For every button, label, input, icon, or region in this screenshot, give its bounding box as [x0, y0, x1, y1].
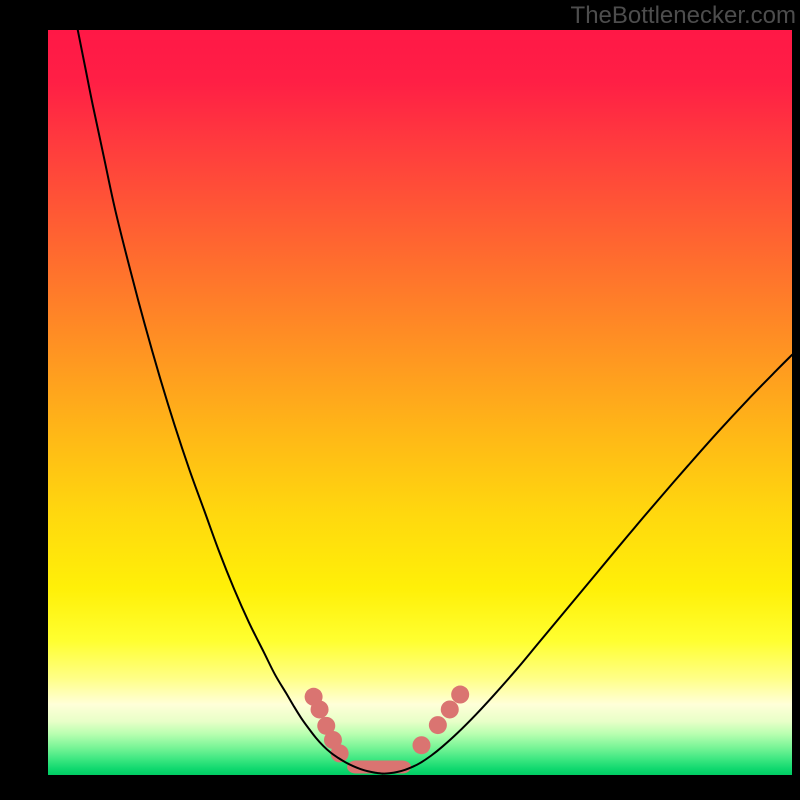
watermark-text: TheBottlenecker.com [571, 2, 796, 30]
marker-dot [412, 736, 430, 754]
marker-dot [451, 686, 469, 704]
plot-area [48, 30, 792, 775]
gradient-background [48, 30, 792, 775]
marker-dot [441, 700, 459, 718]
chart-svg [48, 30, 792, 775]
marker-dot [311, 700, 329, 718]
marker-dot [429, 716, 447, 734]
